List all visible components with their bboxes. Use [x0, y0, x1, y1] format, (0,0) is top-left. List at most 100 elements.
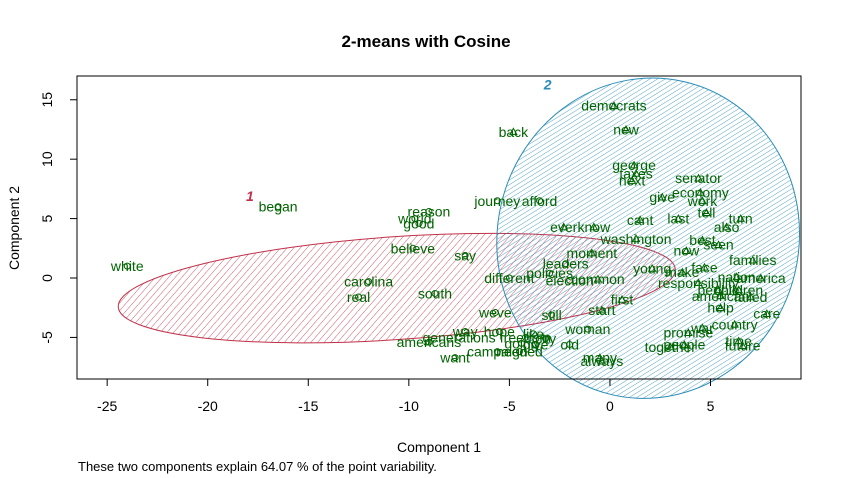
- point-label: common: [571, 271, 625, 287]
- point-label: first: [611, 291, 634, 307]
- point-marker: [716, 291, 725, 300]
- point-label: way: [452, 323, 478, 339]
- point-label: election: [546, 272, 594, 288]
- y-tick-label: 0: [39, 274, 55, 282]
- point-label: weve: [478, 304, 512, 320]
- point-label: needed: [496, 344, 543, 360]
- point-label: turn: [729, 211, 753, 227]
- point-marker: [566, 341, 574, 349]
- point-label: seen: [703, 237, 733, 253]
- point-marker: [677, 267, 687, 276]
- point-marker: [425, 338, 433, 346]
- point-label: tell: [698, 205, 716, 221]
- point-label: reason: [408, 203, 451, 219]
- point-label: work: [687, 193, 719, 209]
- cluster-2-ellipse: [496, 77, 801, 399]
- point-label: make: [665, 264, 699, 280]
- point-marker: [509, 127, 518, 136]
- point-label: give: [523, 337, 549, 353]
- point-label: also: [714, 219, 740, 235]
- point-marker: [411, 215, 419, 223]
- point-label: different: [484, 270, 534, 286]
- point-marker: [682, 246, 691, 254]
- point-marker: [657, 192, 667, 201]
- point-label: last: [667, 211, 689, 227]
- point-marker: [461, 327, 469, 335]
- point-marker: [738, 341, 748, 350]
- point-label: white: [110, 258, 144, 274]
- point-label: south: [418, 285, 452, 301]
- point-label: going: [504, 335, 538, 351]
- point-label: want: [439, 350, 470, 366]
- point-marker: [631, 168, 641, 177]
- x-tick-label: -5: [503, 398, 516, 414]
- point-marker: [696, 187, 705, 196]
- point-marker: [694, 173, 703, 182]
- point-marker: [493, 348, 501, 356]
- point-label: believe: [391, 240, 436, 256]
- point-label: care: [753, 306, 780, 322]
- point-marker: [684, 328, 693, 336]
- cluster-2-label: 2: [543, 76, 552, 92]
- point-marker: [409, 244, 417, 252]
- point-marker: [673, 214, 683, 222]
- point-label: carolina: [344, 274, 393, 290]
- point-label: america: [736, 270, 786, 286]
- point-marker: [589, 222, 599, 231]
- point-marker: [756, 273, 766, 282]
- point-marker: [491, 308, 499, 316]
- y-tick-label: -5: [39, 331, 55, 344]
- point-marker: [730, 319, 739, 328]
- point-label: country: [712, 316, 758, 332]
- point-marker: [495, 327, 503, 335]
- point-marker: [702, 208, 711, 216]
- point-label: families: [729, 252, 776, 268]
- point-label: washington: [600, 231, 672, 247]
- point-label: next: [619, 173, 646, 189]
- point-label: americans: [397, 334, 462, 350]
- point-marker: [714, 285, 723, 294]
- point-marker: [515, 348, 523, 356]
- x-tick-label: -20: [198, 398, 218, 414]
- x-axis-label: Component 1: [397, 439, 481, 455]
- point-label: best: [689, 232, 716, 248]
- point-marker: [559, 222, 569, 231]
- point-label: democrats: [581, 98, 646, 114]
- point-label: face: [691, 259, 718, 275]
- point-label: new: [613, 121, 640, 137]
- point-marker: [493, 197, 501, 205]
- point-label: world: [397, 211, 431, 227]
- point-marker: [530, 330, 538, 338]
- point-marker: [722, 222, 731, 231]
- point-label: say: [454, 247, 476, 263]
- point-marker: [746, 292, 756, 301]
- point-marker: [734, 285, 744, 294]
- point-label: taxes: [619, 165, 652, 181]
- x-tick-label: -25: [97, 398, 117, 414]
- point-marker: [714, 240, 723, 249]
- point-label: campaign: [467, 344, 528, 360]
- point-marker: [566, 276, 574, 284]
- variability-footnote: These two components explain 64.07 % of …: [78, 459, 437, 474]
- point-label: war: [690, 320, 714, 336]
- point-marker: [734, 336, 744, 345]
- point-label: know: [578, 219, 612, 235]
- point-label: city: [535, 331, 556, 347]
- point-marker: [736, 214, 746, 222]
- point-marker: [732, 272, 741, 281]
- point-marker: [415, 219, 423, 227]
- point-marker: [584, 325, 592, 333]
- point-marker: [698, 196, 707, 205]
- point-label: economy: [672, 184, 729, 200]
- point-marker: [629, 160, 639, 169]
- point-marker: [593, 274, 603, 283]
- point-marker: [536, 197, 544, 205]
- point-label: cant: [627, 212, 654, 228]
- point-label: promise: [663, 325, 713, 341]
- point-label: american: [692, 288, 750, 304]
- point-marker: [562, 260, 570, 268]
- point-marker: [617, 294, 627, 303]
- point-label: give: [649, 189, 675, 205]
